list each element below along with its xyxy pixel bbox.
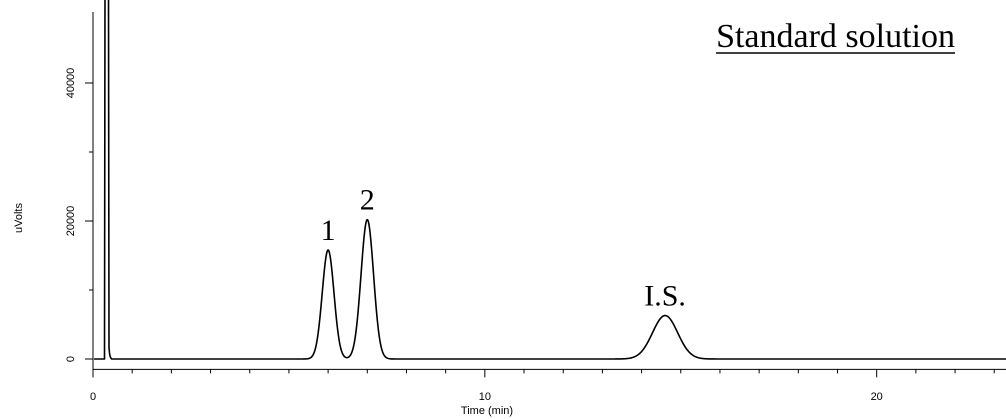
x-axis: 0 10 20 — [90, 368, 1006, 403]
peak-label: I.S. — [644, 280, 686, 313]
x-tick-label: 10 — [479, 391, 491, 403]
x-tick-label: 0 — [90, 391, 96, 403]
chart-title: Standard solution — [716, 18, 955, 55]
y-axis-title: uVolts — [13, 203, 25, 233]
signal-trace — [93, 0, 1006, 360]
x-tick-label: 20 — [871, 391, 883, 403]
peak-labels: 12 I.S. — [321, 184, 686, 313]
y-tick-label: 40000 — [65, 68, 77, 99]
plot-area — [93, 0, 1006, 360]
y-tick-label: 20000 — [65, 206, 77, 237]
peak-label: 2 — [360, 184, 375, 217]
peak-label: 1 — [321, 214, 336, 247]
y-tick-label: 0 — [65, 356, 77, 362]
x-axis-title: Time (min) — [461, 405, 513, 417]
y-axis: 0 20000 40000 — [65, 12, 94, 370]
